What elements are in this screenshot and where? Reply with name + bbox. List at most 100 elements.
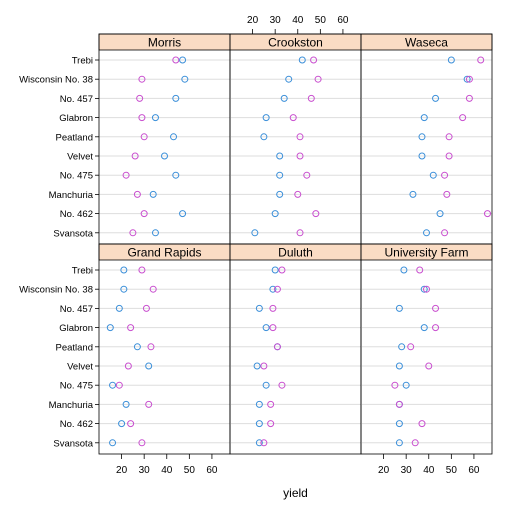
x-tick-label-top: 30: [270, 15, 282, 26]
data-point-blue: [172, 171, 180, 179]
data-point-blue: [120, 285, 128, 293]
data-point-purple: [416, 266, 424, 274]
x-tick-label-top: 50: [315, 15, 327, 26]
data-point-blue: [118, 420, 126, 428]
data-point-blue: [253, 362, 261, 370]
data-point-purple: [465, 94, 473, 102]
y-tick-label: Svansota: [53, 438, 93, 449]
data-point-purple: [278, 381, 286, 389]
data-point-purple: [441, 171, 449, 179]
data-point-blue: [109, 381, 117, 389]
data-point-blue: [409, 190, 417, 198]
data-point-blue: [432, 94, 440, 102]
data-point-purple: [303, 171, 311, 179]
data-point-purple: [138, 439, 146, 447]
y-tick-label: Manchuria: [49, 400, 94, 411]
y-tick-label: Velvet: [67, 152, 93, 163]
data-point-purple: [138, 266, 146, 274]
data-point-purple: [127, 420, 135, 428]
data-point-blue: [145, 362, 153, 370]
y-tick-label: Trebi: [72, 56, 93, 67]
data-point-blue: [276, 190, 284, 198]
data-point-purple: [443, 190, 451, 198]
panel-border: [229, 243, 362, 455]
x-tick-label-top: 60: [337, 15, 349, 26]
y-tick-label: Peatland: [55, 132, 93, 143]
data-point-purple: [273, 285, 281, 293]
data-point-purple: [391, 381, 399, 389]
data-point-purple: [459, 114, 467, 122]
data-point-purple: [145, 400, 153, 408]
panel-border: [98, 33, 231, 245]
data-point-blue: [109, 439, 117, 447]
data-point-blue: [423, 229, 430, 237]
data-point-purple: [140, 133, 148, 141]
data-point-purple: [307, 94, 315, 102]
data-point-purple: [115, 381, 123, 389]
data-point-blue: [179, 210, 187, 218]
data-point-purple: [407, 343, 415, 351]
panel-title: Crookston: [268, 36, 323, 50]
data-point-purple: [445, 152, 453, 160]
panel-duluth: Duluth: [229, 243, 362, 455]
data-point-blue: [420, 285, 428, 293]
data-point-blue: [269, 285, 277, 293]
panel-title: Grand Rapids: [127, 246, 201, 260]
data-point-blue: [251, 229, 259, 237]
data-point-purple: [418, 420, 426, 428]
x-tick-label-top: 40: [292, 15, 304, 26]
data-point-blue: [280, 94, 288, 102]
data-point-purple: [465, 75, 473, 83]
y-tick-label: Wisconsin No. 38: [19, 285, 93, 296]
data-point-purple: [131, 152, 139, 160]
data-point-purple: [483, 210, 491, 218]
x-tick-label: 20: [116, 465, 128, 476]
y-tick-label: No. 462: [60, 419, 93, 430]
y-tick-label: No. 475: [60, 381, 93, 392]
y-tick-label: Svansota: [53, 228, 93, 239]
data-point-blue: [463, 75, 471, 83]
data-point-purple: [425, 362, 433, 370]
data-point-purple: [129, 229, 137, 237]
y-tick-label: Peatland: [55, 342, 93, 353]
data-point-blue: [402, 381, 410, 389]
data-point-purple: [269, 324, 277, 332]
x-tick-label: 30: [401, 465, 413, 476]
data-point-purple: [294, 190, 302, 198]
data-point-blue: [271, 210, 279, 218]
data-point-blue: [420, 114, 428, 122]
y-tick-label: Glabron: [59, 113, 93, 124]
panel-border: [360, 243, 493, 455]
data-point-purple: [423, 285, 430, 293]
data-point-purple: [296, 133, 304, 141]
data-point-blue: [285, 75, 293, 83]
data-point-purple: [267, 420, 275, 428]
data-point-purple: [278, 266, 286, 274]
data-point-blue: [151, 229, 159, 237]
panel-title: Waseca: [405, 36, 448, 50]
data-point-blue: [420, 324, 428, 332]
data-point-purple: [138, 75, 146, 83]
x-tick-label: 50: [446, 465, 458, 476]
data-point-purple: [136, 94, 144, 102]
x-tick-label: 40: [161, 465, 173, 476]
y-tick-label: Manchuria: [49, 190, 94, 201]
x-tick-label: 60: [206, 465, 218, 476]
data-point-blue: [447, 56, 455, 64]
data-point-purple: [441, 229, 449, 237]
data-point-blue: [170, 133, 178, 141]
data-point-purple: [149, 285, 157, 293]
data-point-blue: [271, 266, 279, 274]
data-point-blue: [172, 94, 180, 102]
panel-university-farm: University Farm: [360, 243, 493, 455]
data-point-blue: [276, 171, 284, 179]
data-point-purple: [142, 304, 150, 312]
data-point-purple: [269, 304, 277, 312]
data-point-blue: [262, 381, 270, 389]
data-point-blue: [395, 420, 403, 428]
data-point-blue: [395, 304, 403, 312]
data-point-purple: [133, 190, 141, 198]
data-point-blue: [418, 152, 426, 160]
